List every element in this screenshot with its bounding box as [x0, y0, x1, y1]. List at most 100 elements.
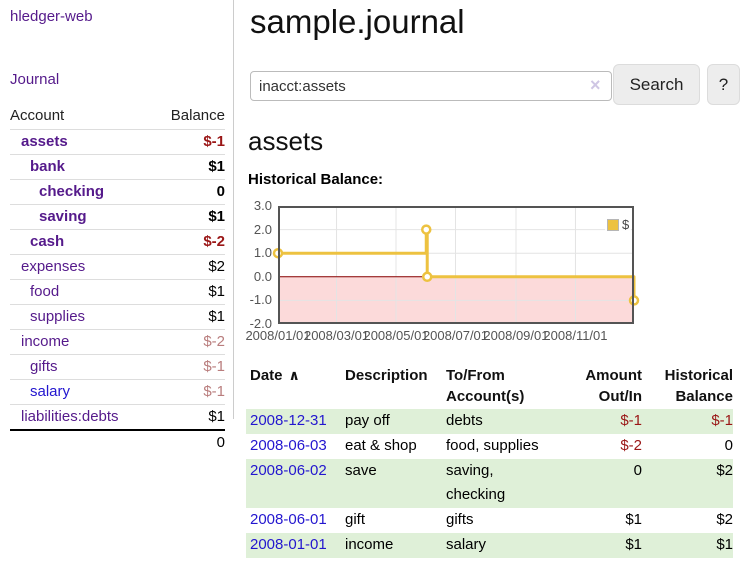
sidebar-account-row: liabilities:debts $1 [10, 404, 225, 431]
accounts-header-account: Account [10, 104, 154, 130]
sidebar-account-link[interactable]: bank [30, 158, 66, 175]
register-header-date-label: Date [250, 367, 283, 384]
legend-label: $ [622, 217, 630, 232]
register-row: 2008-06-02 save saving, checking 0 $2 [246, 459, 733, 508]
sidebar-account-link[interactable]: salary [30, 383, 71, 400]
register-row: 2008-12-31 pay off debts $-1 $-1 [246, 409, 733, 434]
sidebar-account-link[interactable]: cash [30, 233, 65, 250]
clear-search-icon[interactable]: × [590, 75, 601, 95]
sidebar-account-link[interactable]: gifts [30, 358, 58, 375]
sidebar-account-row: gifts $-1 [10, 354, 225, 380]
sidebar-account-row: expenses $2 [10, 254, 225, 280]
register-date-cell: 2008-06-03 [246, 434, 341, 459]
y-tick-label: -1.0 [249, 292, 272, 308]
register-description: income [345, 536, 394, 553]
register-description: save [345, 462, 377, 479]
sidebar-account-link[interactable]: saving [39, 208, 87, 225]
sidebar-account-cell: cash [10, 229, 154, 255]
sidebar-account-balance: $1 [153, 279, 225, 305]
sidebar-account-row: supplies $1 [10, 304, 225, 330]
sidebar-account-row: income $-2 [10, 329, 225, 355]
sidebar-account-row: salary $-1 [10, 379, 225, 405]
register-date-cell: 2008-06-01 [246, 508, 341, 533]
register-balance: $2 [716, 511, 733, 528]
sidebar-account-link[interactable]: income [21, 333, 70, 350]
y-tick-label: 0.0 [253, 268, 272, 284]
register-date-link[interactable]: 2008-06-01 [250, 511, 327, 528]
register-date-link[interactable]: 2008-06-03 [250, 437, 327, 454]
register-header-date[interactable]: Date ∧ [246, 364, 341, 409]
sidebar-account-balance: $-1 [153, 129, 225, 155]
accounts-table-body: assets $-1 bank $1 checking 0 saving $1 cash $-2 e… [10, 129, 225, 431]
sidebar-account-balance: $1 [153, 304, 225, 330]
account-heading: assets [248, 126, 324, 156]
accounts-total-balance: 0 [153, 429, 225, 455]
register-accounts: food, supplies [446, 437, 539, 454]
chart-title: Historical Balance: [248, 171, 384, 188]
sidebar-account-link[interactable]: expenses [21, 258, 86, 275]
historical-balance-chart[interactable]: $ 3.0 2.0 1.0 0.0 -1.0 -2.0 2008/01/01 2008/03/… [245, 198, 742, 348]
sidebar-account-row: bank $1 [10, 154, 225, 180]
register-amount: $1 [625, 511, 642, 528]
sidebar-account-cell: checking [10, 179, 154, 205]
sidebar-account-cell: food [10, 279, 154, 305]
sidebar-item-journal[interactable]: Journal [10, 71, 60, 88]
register-date-cell: 2008-12-31 [246, 409, 341, 434]
sidebar-account-link[interactable]: checking [39, 183, 105, 200]
help-button[interactable]: ? [707, 64, 740, 105]
register-header-balance: Historical Balance [664, 367, 733, 405]
register-balance: $2 [716, 462, 733, 479]
sidebar-account-balance: $1 [153, 154, 225, 180]
sidebar-account-row: cash $-2 [10, 229, 225, 255]
sort-asc-icon: ∧ [288, 367, 300, 383]
app-title-link[interactable]: hledger-web [10, 8, 93, 25]
accounts-header-row: Account Balance [10, 104, 225, 130]
sidebar-account-link[interactable]: food [30, 283, 60, 300]
register-date-link[interactable]: 2008-01-01 [250, 536, 327, 553]
search-bar: × Search ? [250, 64, 742, 105]
x-tick-label: 2008/03/01 [303, 328, 370, 343]
sidebar-account-cell: liabilities:debts [10, 404, 154, 431]
chart-legend: $ [605, 216, 632, 233]
sidebar-account-balance: 0 [153, 179, 225, 205]
sidebar-divider [233, 0, 234, 419]
sidebar-account-link[interactable]: supplies [30, 308, 86, 325]
sidebar-account-row: checking 0 [10, 179, 225, 205]
sidebar-account-balance: $1 [153, 204, 225, 230]
sidebar-account-balance: $-2 [153, 329, 225, 355]
register-date-cell: 2008-06-02 [246, 459, 341, 508]
x-tick-label: 2008/07/01 [422, 328, 489, 343]
register-amount: $1 [625, 536, 642, 553]
register-amount: $-1 [620, 412, 642, 429]
y-tick-label: 3.0 [253, 198, 272, 213]
sidebar-account-link[interactable]: liabilities:debts [21, 408, 119, 425]
register-date-link[interactable]: 2008-06-02 [250, 462, 327, 479]
search-button[interactable]: Search [613, 64, 700, 105]
sidebar-account-cell: salary [10, 379, 154, 405]
chart-canvas[interactable] [272, 206, 640, 324]
x-tick-label: 2008/01/01 [245, 328, 311, 343]
sidebar-account-link[interactable]: assets [21, 133, 68, 150]
sidebar-account-balance: $-2 [153, 229, 225, 255]
register-accounts: debts [446, 412, 483, 429]
register-balance: $1 [716, 536, 733, 553]
sidebar-account-cell: saving [10, 204, 154, 230]
sidebar-account-row: saving $1 [10, 204, 225, 230]
x-tick-label: 2008/05/01 [363, 328, 429, 343]
sidebar-account-cell: supplies [10, 304, 154, 330]
register-date-link[interactable]: 2008-12-31 [250, 412, 327, 429]
register-balance: $-1 [711, 412, 733, 429]
register-date-cell: 2008-01-01 [246, 533, 341, 558]
register-amount: 0 [633, 462, 642, 479]
search-input[interactable] [250, 71, 612, 101]
sidebar-account-row: assets $-1 [10, 129, 225, 155]
chart-plot[interactable] [272, 206, 640, 329]
sidebar-account-cell: income [10, 329, 154, 355]
accounts-total-row: 0 [10, 429, 225, 455]
sidebar-account-cell: assets [10, 129, 154, 155]
register-amount: $-2 [620, 437, 642, 454]
register-sort-date-link[interactable]: Date ∧ [250, 367, 300, 384]
sidebar-account-cell: bank [10, 154, 154, 180]
x-tick-label: 2008/09/01 [483, 328, 549, 343]
accounts-table: Account Balance assets $-1 bank $1 checking 0… [10, 104, 225, 455]
